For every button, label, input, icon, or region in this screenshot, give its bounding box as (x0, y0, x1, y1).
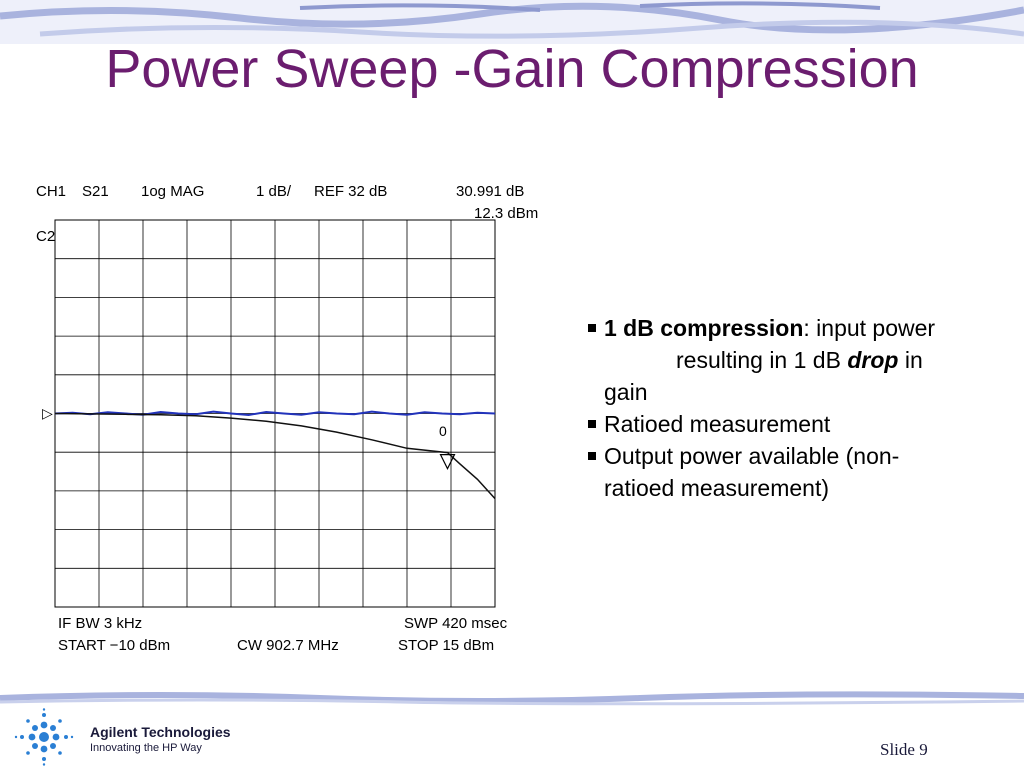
channel-label: CH1 (36, 183, 67, 200)
bullet-output-line1: Output power available (non- (604, 443, 900, 469)
param-label: S21 (82, 183, 109, 200)
slide-number: Slide 9 (880, 740, 928, 759)
bullet-ratioed-text: Ratioed measurement (604, 411, 831, 437)
company-name: Agilent Technologies (90, 724, 231, 740)
bullet-output-power: Output power available (non- ratioed mea… (588, 440, 1008, 504)
bullet-compression: 1 dB compression: input power resulting … (588, 312, 1008, 408)
ref-label: REF 32 dB (314, 183, 388, 200)
marker-triangle-icon (439, 454, 456, 470)
cw-label: CW 902.7 MHz (237, 637, 339, 654)
top-decorative-band (0, 0, 1024, 44)
bullet-compression-line3: gain (604, 379, 648, 405)
bullet-compression-bold: 1 dB compression (604, 315, 804, 341)
bullet-square-icon (588, 452, 596, 460)
start-label: START −10 dBm (58, 637, 171, 654)
c2-label: C2 (36, 228, 56, 245)
slide-title: Power Sweep -Gain Compression (105, 39, 919, 99)
if-bw-label: IF BW 3 kHz (58, 615, 143, 632)
bullet-output-line2: ratioed measurement) (604, 475, 829, 501)
bullet-square-icon (588, 324, 596, 332)
reference-level-arrow: ▷ (42, 406, 53, 422)
bullet-compression-rest: : input power (803, 315, 936, 341)
bullet-compression-line2: resulting in 1 dB (676, 347, 848, 373)
bullet-in-word: in (898, 347, 923, 373)
scale-label: 1 dB/ (256, 183, 292, 200)
agilent-spark-logo-icon (14, 708, 74, 766)
bullet-list: 1 dB compression: input power resulting … (588, 312, 1008, 504)
bottom-decorative-band (0, 691, 1024, 706)
marker-power: 12.3 dBm (474, 205, 539, 222)
bullet-drop-word: drop (847, 347, 899, 373)
stop-label: STOP 15 dBm (398, 637, 495, 654)
bullet-square-icon (588, 420, 596, 428)
sweep-time-label: SWP 420 msec (404, 615, 508, 632)
company-tagline: Innovating the HP Way (90, 742, 202, 754)
trace-output-power (54, 412, 496, 500)
marker-label: 0 (439, 423, 447, 439)
marker-value: 30.991 dB (456, 183, 525, 200)
format-label: 1og MAG (141, 183, 205, 200)
bullet-ratioed: Ratioed measurement (588, 408, 1008, 440)
